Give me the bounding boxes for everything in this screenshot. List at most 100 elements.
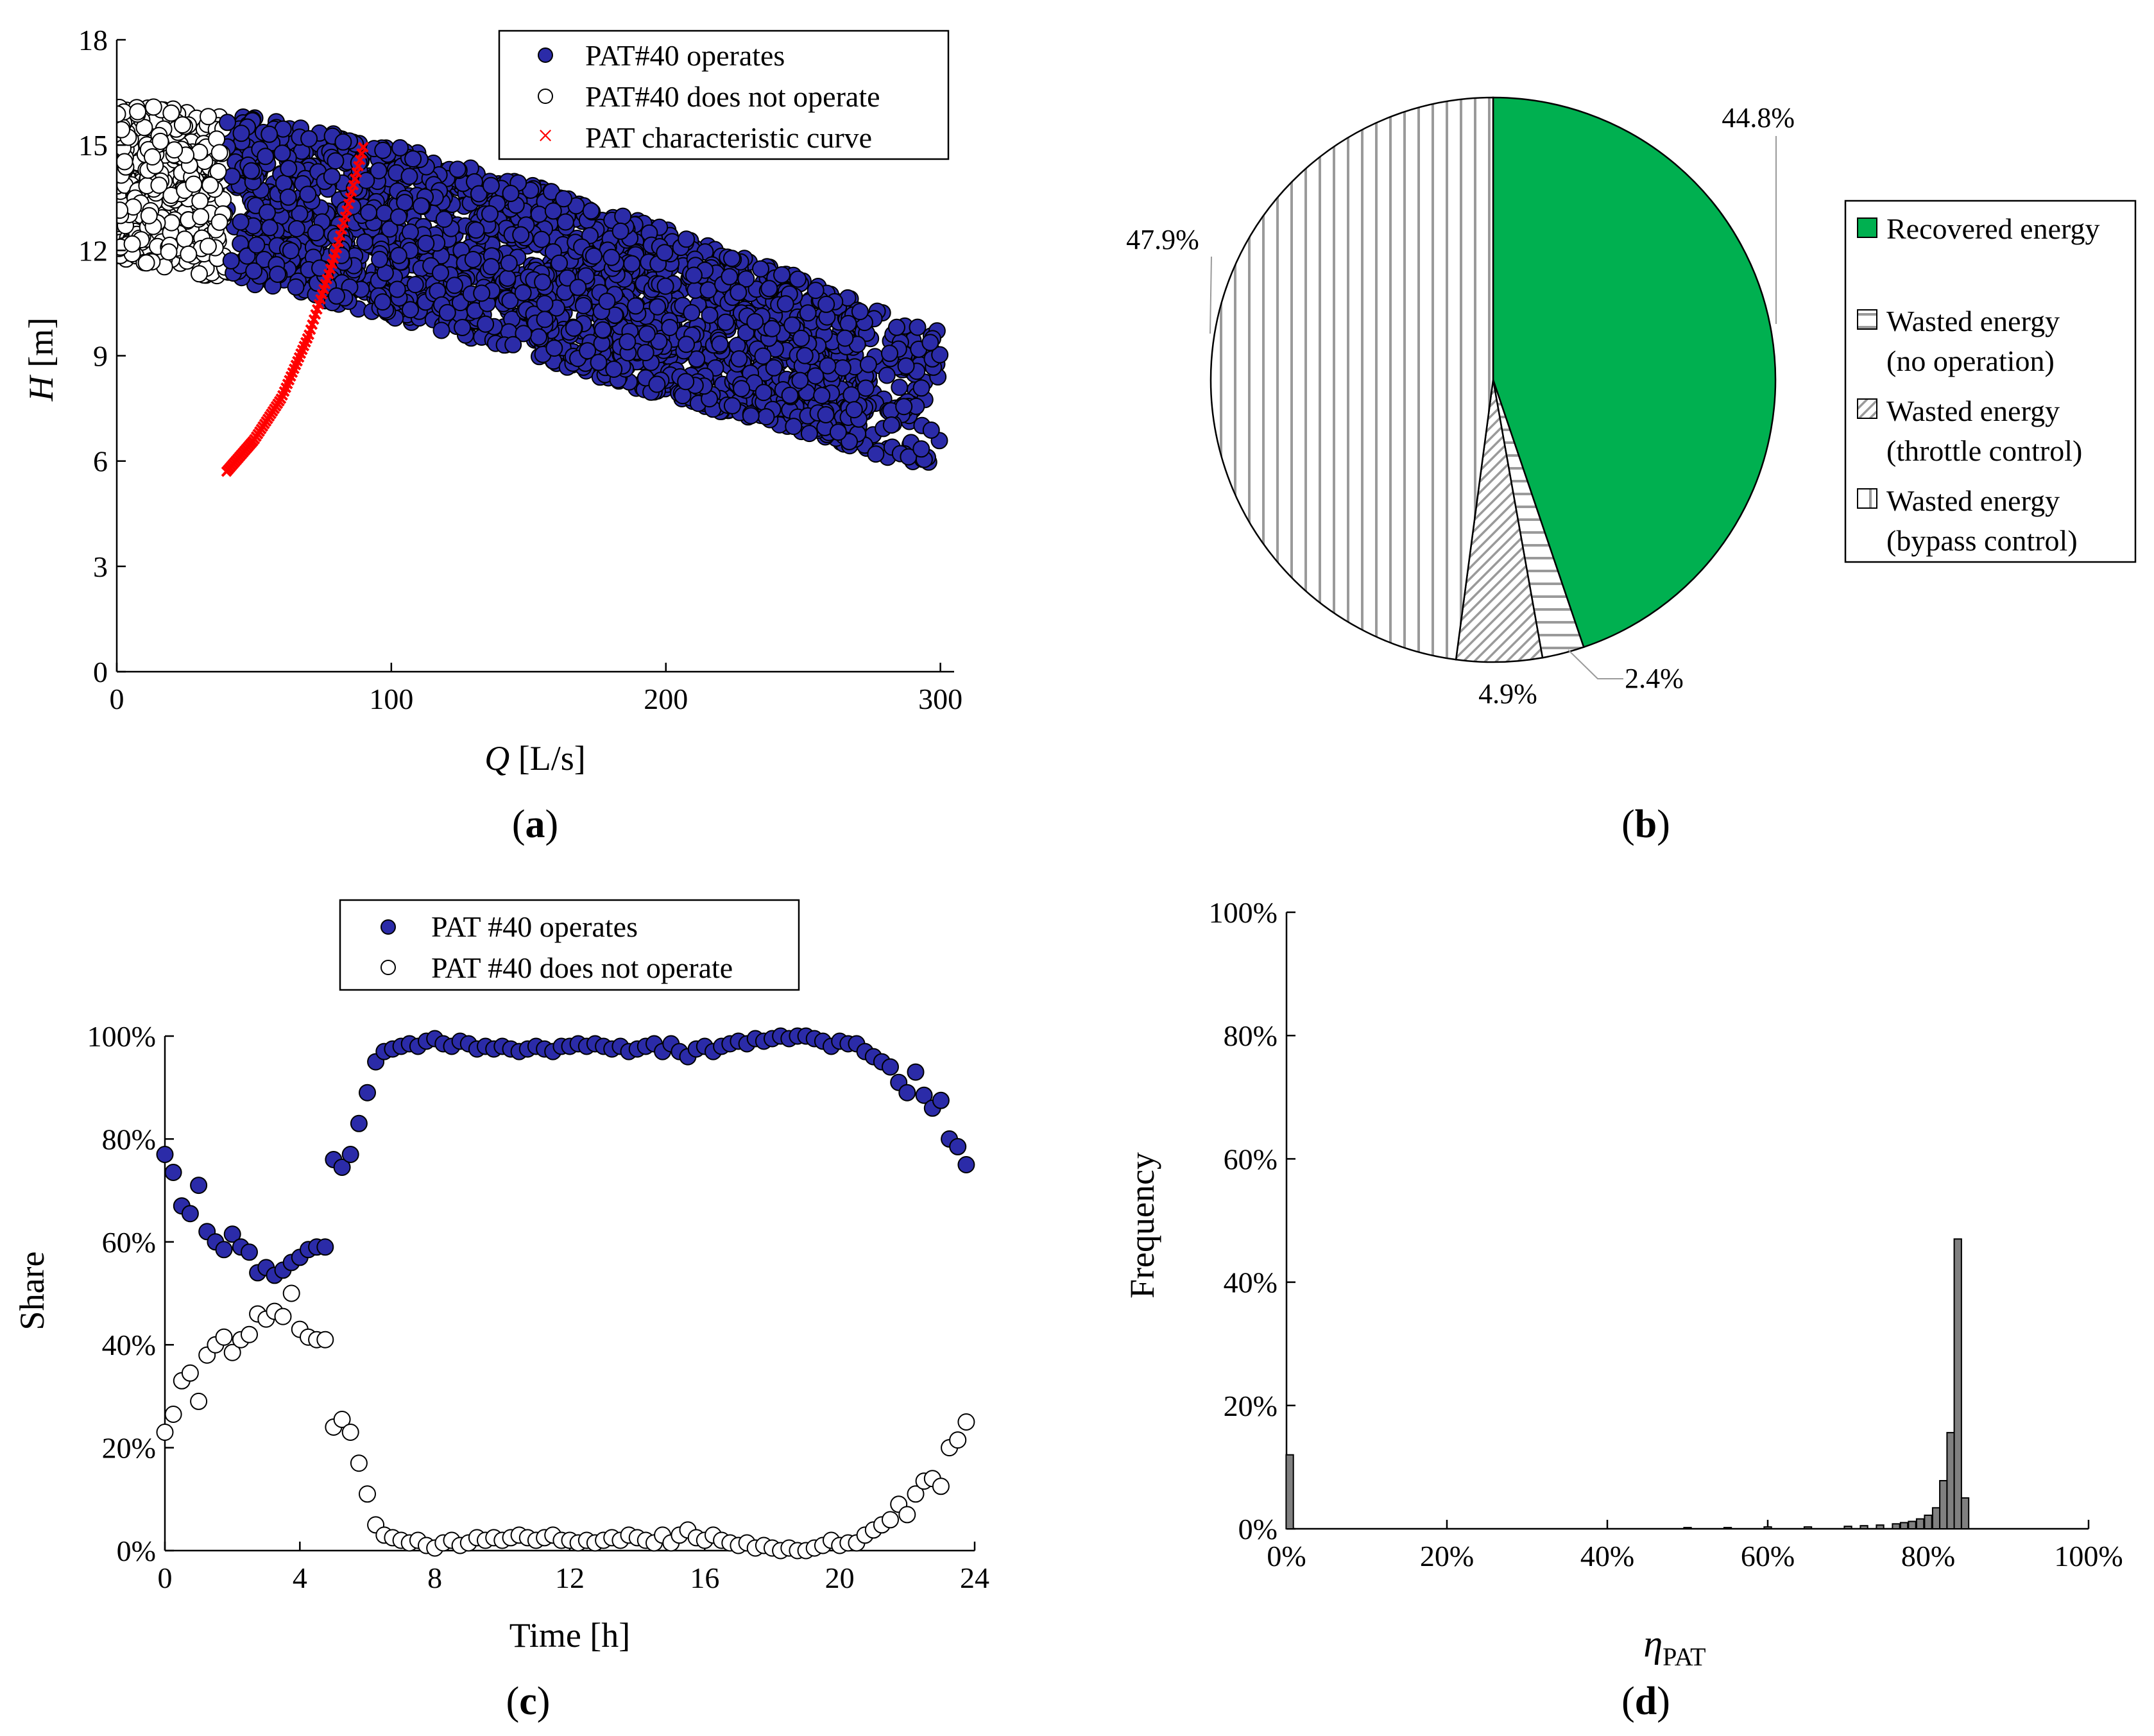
legend-bypass-line1: Wasted energy [1886, 484, 2060, 517]
point-operates [219, 114, 236, 132]
legend-throttle-swatch [1857, 398, 1877, 419]
point-not-operates [341, 1424, 359, 1441]
point-operates [445, 277, 463, 294]
pie-label-2: 4.9% [1478, 678, 1537, 710]
point-operates [791, 371, 809, 389]
histogram-bar [1960, 1497, 1970, 1529]
panel-a-y-tick-label: 12 [78, 234, 108, 267]
point-operates [721, 268, 739, 285]
point-operates [359, 1084, 376, 1102]
panel-a: 0 100 200 300 0 3 6 9 12 15 18 Q [L/s] H [m] PAT#4… [22, 24, 962, 846]
point-operates [500, 254, 518, 272]
point-operates [949, 1137, 967, 1155]
point-not-operates [274, 1307, 292, 1325]
point-operates [551, 254, 568, 272]
point-not-operates [135, 119, 153, 137]
panel-c-x-tick-label: 8 [427, 1562, 442, 1594]
panel-a-x-tick-label: 200 [644, 683, 688, 715]
point-operates [307, 224, 325, 242]
point-not-operates [316, 1331, 334, 1349]
panel-d-x-tick-label: 20% [1420, 1540, 1474, 1572]
panel-b-slice-labels: 44.8% 2.4% 4.9% 47.9% [1126, 102, 1795, 710]
point-not-operates [160, 243, 178, 261]
point-operates [733, 380, 751, 398]
point-operates [800, 425, 818, 443]
point-operates [373, 293, 391, 311]
panel-d-y-tick-label: 40% [1224, 1266, 1278, 1299]
point-operates [515, 325, 533, 343]
point-operates [799, 304, 817, 322]
point-operates [370, 162, 388, 180]
point-operates [190, 1177, 208, 1195]
point-operates [637, 344, 654, 362]
legend-throttle-line1: Wasted energy [1886, 395, 2060, 427]
panel-c-x-tick-label: 4 [293, 1562, 307, 1594]
point-operates [279, 188, 297, 206]
panel-c-axes: 0 4 8 12 16 20 24 0% 20% 40% 60% 80% 100% [87, 1020, 989, 1594]
point-operates [501, 292, 519, 310]
point-operates [627, 297, 645, 315]
point-not-operates [898, 1506, 916, 1524]
point-operates [454, 319, 472, 336]
point-operates [401, 223, 419, 241]
point-operates [389, 208, 407, 226]
histogram-bar [1285, 1454, 1294, 1529]
panel-d-y-tick-label: 80% [1224, 1019, 1278, 1052]
panel-d-caption: (d) [1621, 1680, 1670, 1723]
histogram-bar [1915, 1518, 1925, 1530]
point-operates [773, 266, 791, 284]
panel-a-y-tick-label: 15 [78, 129, 108, 162]
point-operates [464, 251, 482, 268]
point-operates [534, 273, 552, 291]
histogram-bar [1899, 1522, 1909, 1529]
panel-c-x-tick-label: 12 [555, 1562, 585, 1594]
point-operates [845, 401, 863, 419]
panel-c-y-tick-label: 40% [102, 1329, 156, 1361]
histogram-bar [1803, 1526, 1813, 1530]
point-not-operates [140, 207, 158, 225]
point-operates [760, 280, 778, 298]
point-not-operates [164, 1406, 182, 1423]
point-not-operates [907, 1485, 925, 1503]
panel-a-x-tick-label: 100 [369, 683, 413, 715]
point-operates [334, 133, 352, 151]
point-operates [482, 176, 500, 194]
panel-a-y-tick-label: 9 [93, 340, 108, 373]
point-not-operates [162, 214, 180, 232]
panel-a-y-tick-label: 6 [93, 445, 108, 478]
panel-c-caption: (c) [506, 1680, 551, 1723]
point-operates [470, 185, 488, 203]
point-operates [649, 298, 667, 316]
point-operates [898, 1084, 916, 1102]
point-operates [909, 318, 927, 336]
point-operates [656, 277, 674, 295]
point-operates [765, 359, 783, 377]
panel-c-y-tick-label: 20% [102, 1432, 156, 1465]
point-operates [232, 124, 250, 142]
point-not-operates [173, 116, 191, 134]
point-operates [688, 350, 706, 368]
point-not-operates [199, 237, 217, 255]
point-not-operates [144, 98, 162, 116]
histogram-bar [1931, 1507, 1941, 1530]
panel-a-axes: 0 100 200 300 0 3 6 9 12 15 18 [78, 24, 962, 715]
panel-a-x-tick-label: 300 [918, 683, 962, 715]
pie-label-0: 44.8% [1722, 102, 1795, 133]
point-operates [907, 1063, 925, 1081]
point-not-operates [241, 1325, 258, 1343]
point-not-operates [176, 230, 194, 248]
legend-not-operates-marker [380, 960, 396, 975]
histogram-bar [1876, 1524, 1885, 1529]
point-operates [611, 222, 629, 240]
point-operates [530, 328, 547, 346]
point-operates [328, 287, 345, 305]
point-operates [763, 319, 781, 337]
point-operates [585, 247, 603, 265]
point-not-operates [192, 208, 210, 226]
point-not-operates [185, 175, 203, 193]
point-operates [623, 255, 641, 273]
point-operates [402, 301, 419, 319]
point-operates [282, 242, 300, 260]
point-operates [287, 220, 305, 237]
point-operates [730, 284, 748, 302]
